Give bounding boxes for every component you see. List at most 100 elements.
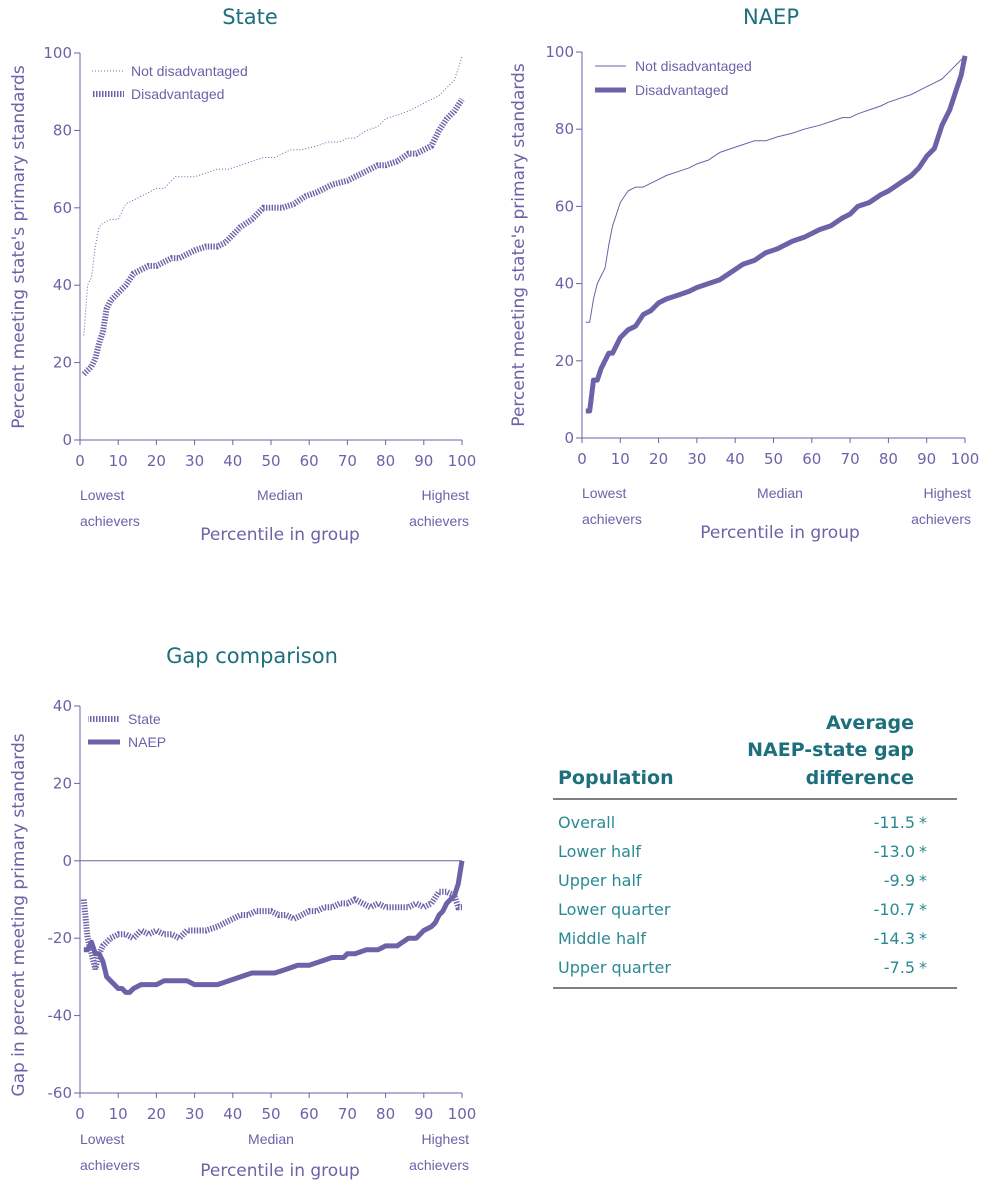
x-tick-label: 70 <box>338 452 357 470</box>
data-point <box>439 891 440 892</box>
data-point <box>650 183 651 184</box>
data-point <box>689 167 690 168</box>
x-tick-label: 80 <box>376 1105 395 1123</box>
data-point <box>87 285 88 286</box>
data-point <box>118 934 119 935</box>
data-point <box>696 287 697 288</box>
data-point <box>309 911 310 912</box>
data-point <box>163 188 164 189</box>
data-point <box>608 353 609 354</box>
x-tick-label: 60 <box>300 1105 319 1123</box>
data-point <box>217 169 218 170</box>
x-tick-label: 90 <box>414 1105 433 1123</box>
gap-chart-median-note: Median <box>248 1131 294 1147</box>
data-point <box>87 949 88 950</box>
table-row-label: Lower half <box>558 842 641 861</box>
x-tick-label: 30 <box>185 1105 204 1123</box>
data-point <box>945 117 946 118</box>
data-point <box>179 258 180 259</box>
table-row-value: -10.7 <box>874 900 915 919</box>
data-point <box>263 157 264 158</box>
state-chart-highest-note: Highest <box>422 487 470 503</box>
data-point <box>899 98 900 99</box>
data-point <box>270 911 271 912</box>
data-point <box>347 953 348 954</box>
y-tick-label: 20 <box>555 352 574 370</box>
data-point <box>708 160 709 161</box>
table-row-value: -7.5 <box>884 958 915 977</box>
data-point <box>206 930 207 931</box>
data-point <box>228 980 229 981</box>
legend-label-disadvantaged: Disadvantaged <box>131 86 224 102</box>
data-point <box>416 107 417 108</box>
data-point <box>316 911 317 912</box>
table-header-gap: NAEP-state gap <box>747 739 914 761</box>
data-point <box>601 275 602 276</box>
table-row-significance: * <box>919 871 927 890</box>
y-tick-label: 40 <box>53 276 72 294</box>
data-point <box>604 360 605 361</box>
data-point <box>148 984 149 985</box>
data-point <box>593 380 594 381</box>
data-point <box>777 136 778 137</box>
data-point <box>439 95 440 96</box>
data-point <box>689 291 690 292</box>
data-point <box>141 984 142 985</box>
data-point <box>888 102 889 103</box>
data-point <box>99 343 100 344</box>
data-point <box>186 980 187 981</box>
data-point <box>141 269 142 270</box>
data-point <box>400 907 401 908</box>
state-chart-title: State <box>222 5 278 29</box>
data-point <box>416 938 417 939</box>
data-point <box>416 903 417 904</box>
gap-chart-ylabel: Gap in percent meeting primary standards <box>9 733 29 1096</box>
data-point <box>696 163 697 164</box>
x-tick-label: 80 <box>879 450 898 468</box>
data-point <box>830 121 831 122</box>
data-point <box>163 980 164 981</box>
naep-chart-highest-note-2: achievers <box>911 511 971 527</box>
data-point <box>217 984 218 985</box>
data-point <box>251 161 252 162</box>
data-point <box>163 934 164 935</box>
state-chart: State 0 10 20 30 40 50 60 70 80 90 100 0 20 40 60 80 100… <box>9 5 476 545</box>
data-point <box>83 374 84 375</box>
data-point <box>366 949 367 950</box>
data-point <box>454 80 455 81</box>
data-point <box>263 972 264 973</box>
data-point <box>370 907 371 908</box>
data-point <box>328 141 329 142</box>
state-chart-highest-note-2: achievers <box>409 513 469 529</box>
x-tick-label: 20 <box>147 452 166 470</box>
data-point <box>332 957 333 958</box>
data-point <box>423 149 424 150</box>
data-point <box>926 86 927 87</box>
data-point <box>156 984 157 985</box>
data-point <box>118 292 119 293</box>
data-point <box>446 903 447 904</box>
data-point <box>217 926 218 927</box>
data-point <box>354 138 355 139</box>
x-tick-label: 40 <box>726 450 745 468</box>
data-point <box>309 965 310 966</box>
data-point <box>110 300 111 301</box>
data-point <box>206 172 207 173</box>
y-tick-label: 60 <box>53 199 72 217</box>
data-point <box>880 105 881 106</box>
data-point <box>255 911 256 912</box>
data-point <box>156 188 157 189</box>
data-point <box>857 206 858 207</box>
data-point <box>431 926 432 927</box>
data-point <box>301 149 302 150</box>
data-point <box>91 277 92 278</box>
data-point <box>635 326 636 327</box>
data-point <box>830 225 831 226</box>
data-point <box>627 190 628 191</box>
data-point <box>446 891 447 892</box>
data-point <box>408 938 409 939</box>
data-point <box>102 961 103 962</box>
data-point <box>332 184 333 185</box>
data-point <box>589 410 590 411</box>
data-point <box>461 907 462 908</box>
